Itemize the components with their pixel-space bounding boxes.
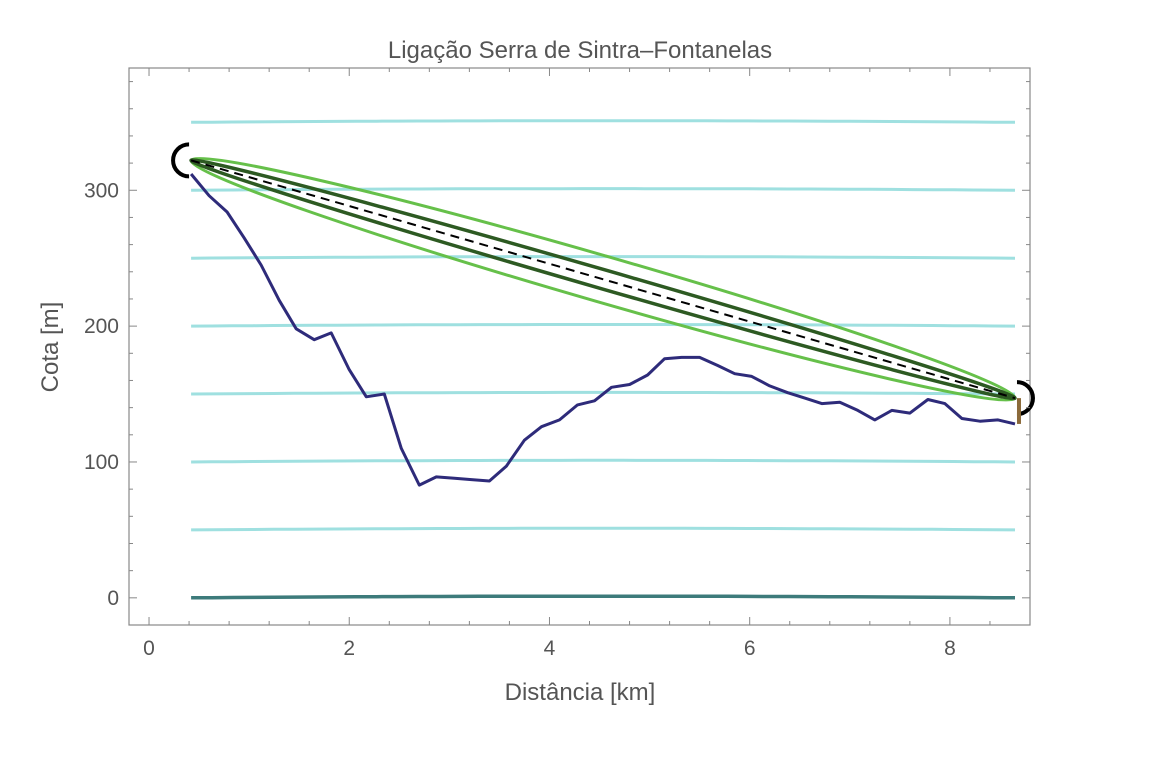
contour-line	[191, 458, 1016, 464]
x-tick-label: 0	[143, 637, 155, 660]
x-tick-label: 2	[343, 637, 355, 660]
contour-line	[191, 187, 1016, 192]
contour-line	[191, 323, 1016, 328]
plot-frame	[128, 67, 1031, 626]
x-tick-label: 8	[944, 637, 956, 660]
y-tick-label: 0	[107, 587, 119, 610]
contour-line	[191, 255, 1016, 260]
x-axis-label: Distância [km]	[505, 679, 656, 706]
axis-ticks: 0 2 4 6 8 0 100 200 300	[84, 68, 1030, 660]
line-of-sight	[190, 159, 1016, 400]
x-tick-label: 4	[544, 637, 556, 660]
y-tick-label: 300	[84, 179, 119, 202]
transmitter-marker	[171, 142, 190, 179]
sea-level-line	[191, 594, 1016, 600]
x-tick-label: 6	[744, 637, 756, 660]
y-tick-label: 100	[84, 451, 119, 474]
contour-line	[191, 526, 1016, 532]
receiver-marker	[1016, 380, 1035, 417]
chart-title: Ligação Serra de Sintra–Fontanelas	[388, 37, 772, 64]
y-tick-label: 200	[84, 315, 119, 338]
plot-area	[128, 67, 1035, 626]
terrain-profile-line	[189, 173, 1016, 487]
contour-line	[191, 119, 1016, 124]
y-axis-label: Cota [m]	[37, 302, 64, 393]
